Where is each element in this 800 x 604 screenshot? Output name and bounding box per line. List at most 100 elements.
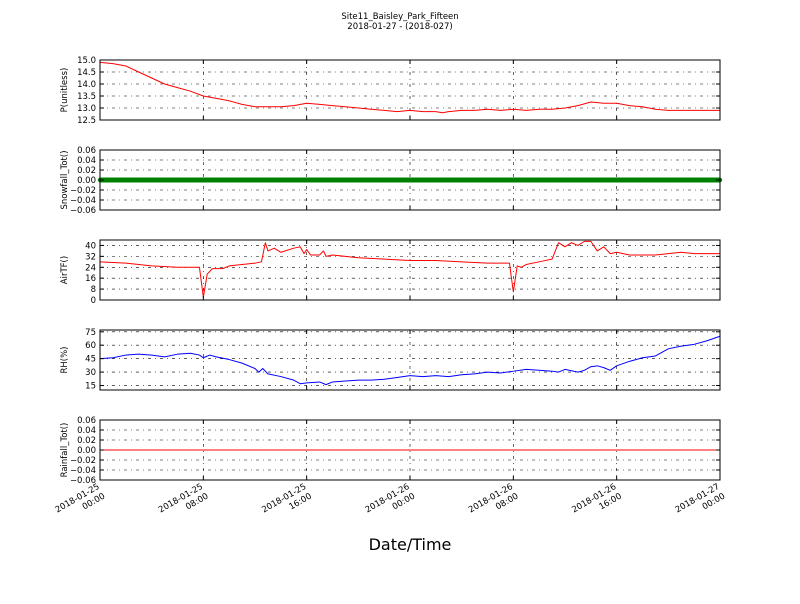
series-point <box>611 177 616 183</box>
series-point <box>365 177 371 183</box>
series-point <box>394 177 400 183</box>
series-point <box>562 177 568 183</box>
series-point <box>711 177 716 183</box>
series-point <box>259 177 264 183</box>
series-point <box>191 177 196 183</box>
series-point <box>501 177 506 183</box>
series-point <box>436 177 442 183</box>
series-point <box>582 177 587 183</box>
series-point <box>320 177 326 183</box>
series-point <box>491 177 497 183</box>
series-point <box>207 177 212 183</box>
y-tick-label: 12.5 <box>77 116 96 126</box>
series-point <box>465 177 471 183</box>
series-point <box>272 177 277 183</box>
panel-5: 0.060.040.020.00−0.02−0.04−0.06Rainfall_… <box>60 416 721 486</box>
panel-4: 75 60 45 30 15 RH(%) <box>60 328 721 392</box>
series-point <box>130 177 135 183</box>
y-tick-label: 0.04 <box>77 426 96 436</box>
series-point <box>223 177 229 183</box>
series-point <box>388 177 393 183</box>
y-tick-label: 0.02 <box>77 436 96 446</box>
figure-title-line1: Site11_Baisley_Park_Fifteen <box>341 12 458 22</box>
series-point <box>430 177 435 183</box>
series-point <box>420 177 426 183</box>
series-point <box>653 177 658 183</box>
series-point <box>585 177 590 183</box>
series-point <box>168 177 174 183</box>
series-point <box>217 177 222 183</box>
series-point <box>136 177 141 183</box>
series-point <box>485 177 490 183</box>
series-point <box>630 177 636 183</box>
series-point <box>184 177 190 183</box>
series-point <box>514 177 519 183</box>
series-point <box>123 177 129 183</box>
series-point <box>649 177 655 183</box>
series-point <box>637 177 642 183</box>
series-point <box>285 177 290 183</box>
y-tick-label: 0.06 <box>77 416 96 426</box>
panel-2: 0.060.040.020.00−0.02−0.04−0.06Snowfall_… <box>60 146 723 216</box>
series-point <box>194 177 200 183</box>
series-point <box>614 177 619 183</box>
series-point <box>110 177 116 183</box>
series-point <box>214 177 219 183</box>
series-point <box>372 177 377 183</box>
series-point <box>456 177 461 183</box>
y-axis-label: Snowfall_Tot() <box>60 150 70 209</box>
series-point <box>708 177 713 183</box>
series-point <box>298 177 303 183</box>
series-point <box>188 177 193 183</box>
series-point <box>549 177 555 183</box>
series-point <box>627 177 632 183</box>
x-axis-label: Date/Time <box>369 535 452 554</box>
series-point <box>330 177 335 183</box>
series-point <box>530 177 535 183</box>
series-line <box>99 240 720 298</box>
series-point <box>643 177 648 183</box>
series-point <box>469 177 474 183</box>
y-tick-label: 30 <box>85 368 96 378</box>
series-point <box>256 177 261 183</box>
y-tick-label: −0.06 <box>70 476 96 486</box>
series-point <box>411 177 416 183</box>
series-point <box>578 177 584 183</box>
series-point <box>165 177 171 183</box>
series-point <box>540 177 545 183</box>
series-point <box>349 177 355 183</box>
series-point <box>498 177 503 183</box>
y-tick-label: −0.04 <box>70 196 96 206</box>
series-point <box>682 177 687 183</box>
y-tick-label: −0.02 <box>70 456 96 466</box>
series-point <box>149 177 154 183</box>
y-tick-label: 8 <box>91 285 96 295</box>
series-point <box>362 177 367 183</box>
series-point <box>440 177 445 183</box>
series-point <box>226 177 232 183</box>
series-point <box>569 177 574 183</box>
y-tick-label: 24 <box>85 263 96 273</box>
series-point <box>675 177 681 183</box>
series-point <box>691 177 697 183</box>
series-point <box>559 177 564 183</box>
series-point <box>482 177 487 183</box>
series-point <box>423 177 429 183</box>
y-tick-label: 75 <box>85 328 96 338</box>
series-point <box>488 177 493 183</box>
series-point <box>343 177 348 183</box>
series-point <box>339 177 345 183</box>
series-point <box>546 177 552 183</box>
series-point <box>472 177 477 183</box>
series-point <box>679 177 684 183</box>
series-point <box>646 177 652 183</box>
x-tick-label: 2018-01-2616:00 <box>570 482 623 525</box>
series-point <box>175 177 180 183</box>
series-point <box>262 177 267 183</box>
x-tick-label: 2018-01-2608:00 <box>467 482 520 525</box>
series-point <box>107 177 112 183</box>
series-point <box>504 177 510 183</box>
series-point <box>556 177 561 183</box>
y-tick-label: 0.00 <box>77 446 96 456</box>
